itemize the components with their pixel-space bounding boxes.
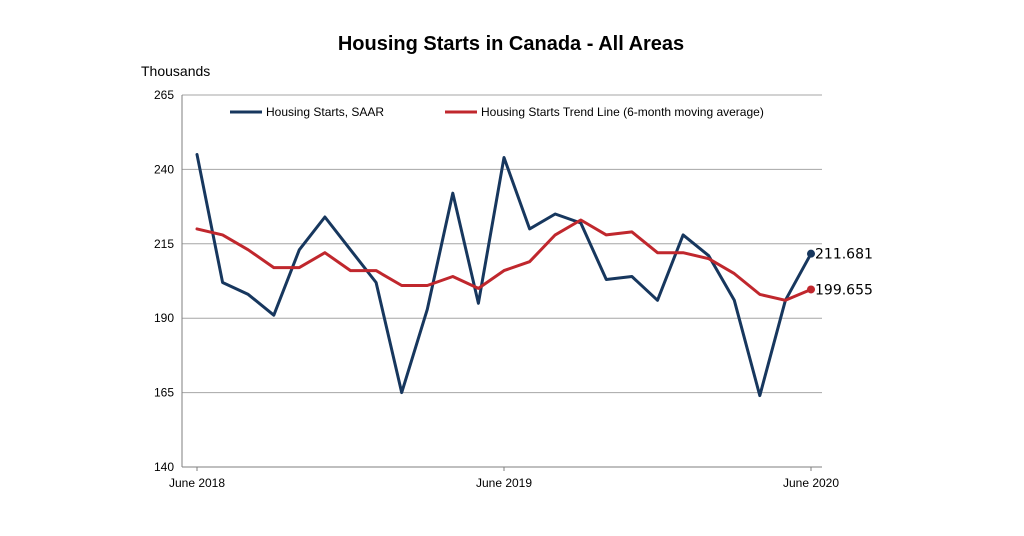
- chart-title: Housing Starts in Canada - All Areas: [338, 33, 684, 55]
- y-tick-label: 215: [154, 237, 174, 251]
- legend: Housing Starts, SAAR Housing Starts Trend…: [230, 105, 764, 119]
- x-tick-label: June 2019: [476, 476, 532, 490]
- y-tick-label: 240: [154, 162, 174, 176]
- series-line-0: [195, 153, 813, 398]
- end-point-marker: [807, 249, 815, 258]
- end-value-label: 199.655: [815, 282, 873, 298]
- legend-label: Housing Starts Trend Line (6-month movin…: [481, 105, 764, 119]
- y-axis-label: Thousands: [141, 63, 210, 79]
- x-tick-label: June 2018: [169, 476, 225, 490]
- y-tick-label: 265: [154, 88, 174, 102]
- y-tick-label: 140: [154, 460, 174, 474]
- x-tick-labels: June 2018 June 2019 June 2020: [169, 467, 839, 490]
- y-tick-label: 190: [154, 311, 174, 325]
- end-value-label: 211.681: [815, 247, 873, 263]
- x-tick-label: June 2020: [783, 476, 839, 490]
- legend-label: Housing Starts, SAAR: [266, 105, 384, 119]
- end-point-marker: [807, 285, 815, 294]
- series-lines: [195, 153, 813, 398]
- end-markers: 211.681 199.655: [807, 247, 873, 298]
- y-tick-labels: 140 165 190 215 240 265: [154, 88, 174, 474]
- series-line-1: [195, 218, 813, 302]
- y-tick-label: 165: [154, 386, 174, 400]
- gridlines: [181, 94, 822, 468]
